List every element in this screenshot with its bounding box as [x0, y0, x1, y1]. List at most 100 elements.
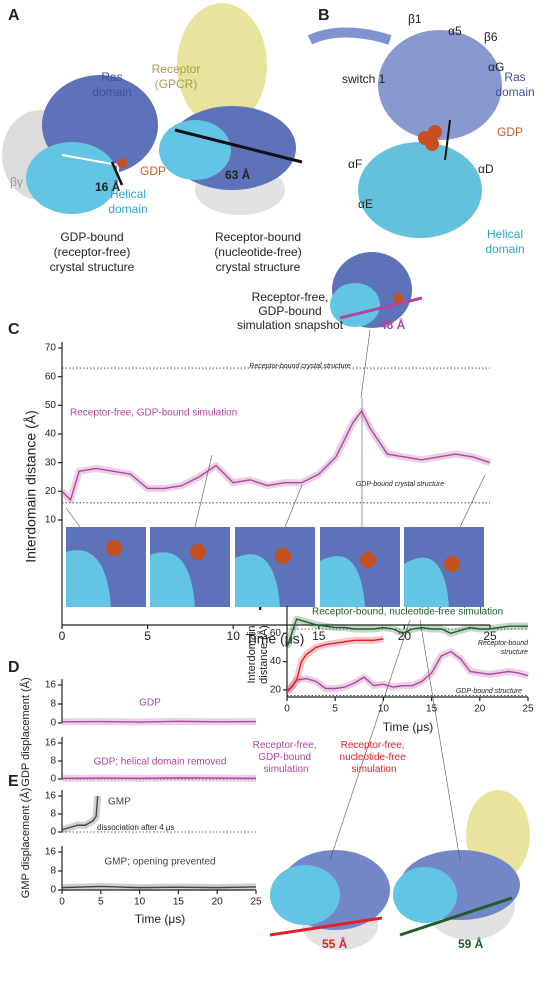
structure-a — [2, 75, 158, 214]
label: domain — [108, 202, 147, 216]
label: GDP — [140, 164, 166, 178]
series-line — [61, 795, 99, 831]
thumb-helical — [150, 552, 195, 607]
x-tick-label: 20 — [212, 897, 224, 908]
series-label: Receptor-free, GDP-bound simulation — [253, 740, 320, 775]
x-tick-label: 0 — [59, 897, 65, 908]
label: αG — [488, 60, 504, 74]
caption: crystal structure — [50, 260, 135, 274]
x-tick-label: 15 — [426, 704, 438, 715]
series-label: GMP; opening prevented — [104, 857, 215, 868]
series-line — [61, 720, 257, 723]
caption: GDP-bound — [258, 304, 321, 318]
panel-label: A — [8, 7, 20, 24]
y-axis-label: Interdomain distance (Å) — [23, 410, 39, 563]
label: domain — [485, 242, 524, 256]
label: 63 Å — [225, 167, 251, 182]
y-tick-label: 16 — [45, 680, 57, 691]
y-tick-label: 0 — [50, 885, 56, 896]
caption: Receptor-bound — [215, 230, 301, 244]
series-label: Receptor-free, GDP-bound simulation — [70, 408, 237, 419]
y-axis-label: GDP displacement (Å) — [19, 677, 32, 786]
y-tick-label: 50 — [45, 400, 57, 411]
label: β6 — [484, 30, 498, 44]
y-axis-label: Interdomain — [246, 625, 258, 683]
y-tick-label: 16 — [45, 791, 57, 802]
thumb-gdp — [360, 552, 376, 568]
x-tick-label: 15 — [173, 897, 185, 908]
series-line — [61, 885, 257, 889]
label: Receptor — [152, 62, 201, 76]
x-axis-label: Time (μs) — [135, 912, 185, 926]
structure-f — [269, 790, 530, 950]
snapshot-thumbnail — [150, 527, 230, 607]
y-tick-label: 30 — [45, 457, 57, 468]
thumb-gdp — [106, 540, 122, 556]
y-tick-label: 0 — [50, 774, 56, 785]
x-tick-label: 25 — [483, 629, 497, 643]
series-label: GMP — [108, 797, 131, 808]
x-tick-label: 0 — [59, 629, 66, 643]
label: αF — [348, 157, 362, 171]
y-axis-label: GMP displacement (Å) — [19, 788, 32, 898]
x-tick-label: 10 — [134, 897, 146, 908]
x-axis-label: Time (μs) — [383, 720, 433, 734]
y-tick-label: 8 — [50, 756, 56, 767]
y-tick-label: 16 — [45, 738, 57, 749]
label: αE — [358, 197, 373, 211]
label: βγ — [10, 175, 23, 189]
label: domain — [495, 85, 534, 99]
y-tick-label: 0 — [50, 718, 56, 729]
caption: (nucleotide-free) — [214, 245, 301, 259]
caption: crystal structure — [216, 260, 301, 274]
panel-label: D — [8, 659, 20, 676]
label: α5 — [448, 24, 462, 38]
snapshot-thumbnail — [320, 527, 400, 607]
series-line — [61, 409, 491, 502]
label: 55 Å — [322, 936, 348, 951]
reference-label: GDP-bound crystal structure — [356, 481, 444, 488]
series-line — [286, 650, 529, 694]
thumb-helical — [235, 554, 280, 607]
x-tick-label: 5 — [98, 897, 104, 908]
label: switch 1 — [342, 72, 386, 86]
x-tick-label: 10 — [378, 704, 390, 715]
snapshot-thumbnail — [404, 527, 484, 607]
chart: 0 8 16 GMP dissociation after 4 μs — [45, 790, 256, 838]
thumb-helical — [320, 555, 365, 607]
thumb-helical — [404, 557, 449, 607]
y-tick-label: 20 — [270, 685, 282, 696]
caption: (receptor-free) — [54, 245, 131, 259]
x-tick-label: 15 — [312, 629, 326, 643]
snapshot-thumbnail — [235, 527, 315, 607]
series-label: Receptor-bound, nucleotide-free simulati… — [312, 607, 503, 618]
x-tick-label: 25 — [522, 704, 534, 715]
snapshot-structure — [330, 252, 423, 328]
series-label: GDP — [139, 698, 161, 709]
label: 48 Å — [380, 317, 406, 332]
label: β1 — [408, 12, 422, 26]
reference-label: Receptor-bound crystal structure — [249, 363, 351, 370]
y-tick-label: 20 — [45, 486, 57, 497]
chart: 0 8 16 GDP GDP displacement (Å) — [19, 677, 257, 787]
y-tick-label: 0 — [50, 827, 56, 838]
x-tick-label: 20 — [474, 704, 486, 715]
ribbon-structure — [307, 27, 502, 238]
series-label: GDP; helical domain removed — [94, 757, 227, 768]
panel-label: C — [8, 321, 20, 338]
reference-label: structure — [501, 649, 528, 656]
x-tick-label: 25 — [250, 897, 262, 908]
y-axis-label: distance (Å) — [257, 625, 270, 684]
label: Helical — [487, 227, 523, 241]
y-tick-label: 40 — [270, 656, 282, 667]
panel-label: E — [8, 773, 19, 790]
label: Ras — [101, 70, 122, 84]
y-tick-label: 8 — [50, 866, 56, 877]
reference-label: Receptor-bound — [478, 640, 529, 647]
label: 16 Å — [95, 179, 121, 194]
thumb-helical — [66, 550, 111, 607]
label: 59 Å — [458, 936, 484, 951]
x-tick-label: 5 — [144, 629, 151, 643]
